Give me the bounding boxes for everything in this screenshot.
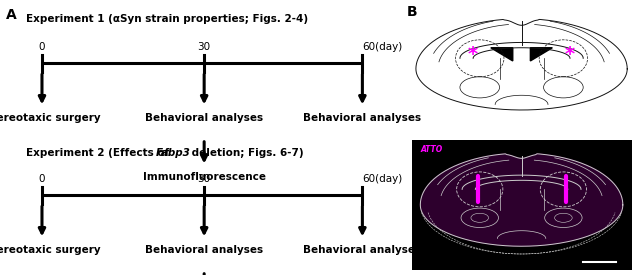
Text: Behavioral analyses: Behavioral analyses [145, 245, 263, 255]
Text: 60(day): 60(day) [362, 42, 403, 52]
Text: *: * [565, 45, 575, 64]
Text: Experiment 1 (αSyn strain properties; Figs. 2-4): Experiment 1 (αSyn strain properties; Fi… [26, 14, 308, 24]
Text: A: A [6, 8, 17, 22]
Text: ATTO: ATTO [420, 145, 443, 155]
Text: Immunofluorescence: Immunofluorescence [143, 172, 265, 182]
Text: Fabp3: Fabp3 [156, 148, 191, 158]
Text: Experiment 2 (Effects of: Experiment 2 (Effects of [26, 148, 173, 158]
Text: Stereotaxic surgery: Stereotaxic surgery [0, 245, 100, 255]
Text: Stereotaxic surgery: Stereotaxic surgery [0, 113, 100, 123]
Text: 0: 0 [39, 174, 45, 184]
Text: 60(day): 60(day) [362, 174, 403, 184]
Text: 30: 30 [198, 42, 211, 52]
Polygon shape [530, 48, 553, 61]
Text: *: * [468, 45, 478, 64]
Text: 0: 0 [39, 42, 45, 52]
Text: deletion; Figs. 6-7): deletion; Figs. 6-7) [188, 148, 304, 158]
Text: Behavioral analyses: Behavioral analyses [303, 245, 422, 255]
Polygon shape [491, 48, 513, 61]
Text: B: B [407, 6, 418, 20]
Text: Behavioral analyses: Behavioral analyses [145, 113, 263, 123]
Text: 30: 30 [198, 174, 211, 184]
Polygon shape [420, 154, 623, 246]
Text: Behavioral analyses: Behavioral analyses [303, 113, 422, 123]
